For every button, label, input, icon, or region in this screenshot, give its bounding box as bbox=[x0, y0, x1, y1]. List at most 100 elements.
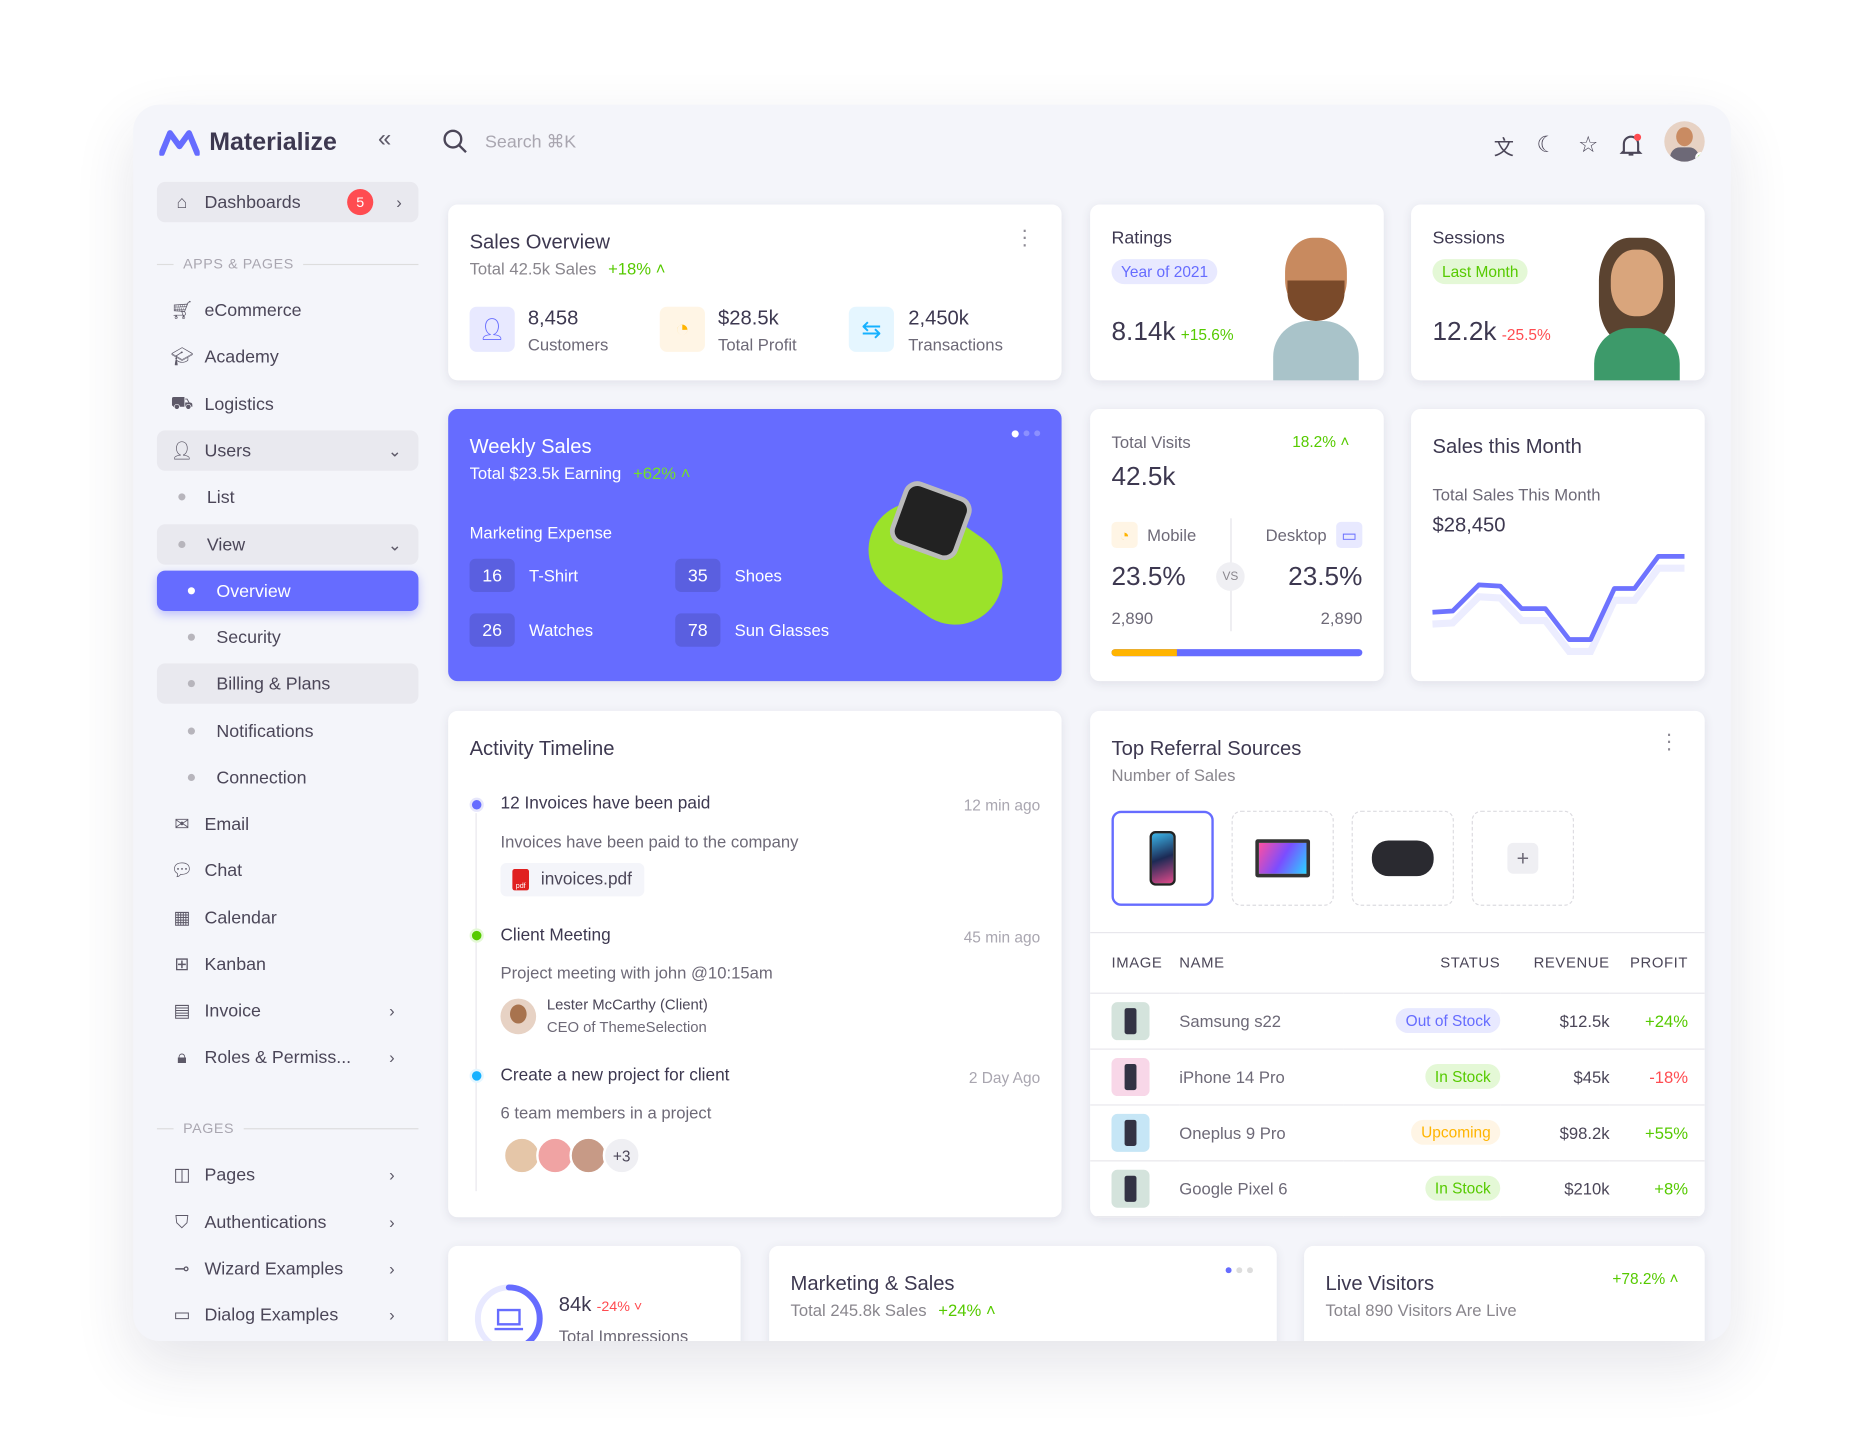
sidebar-item-label: Roles & Permiss... bbox=[204, 1046, 352, 1067]
pie-chart-icon: ◔ bbox=[659, 306, 705, 352]
sidebar-item-label: Overview bbox=[216, 580, 291, 601]
chevron-down-icon: ⌄ bbox=[387, 440, 402, 460]
more-options-icon[interactable]: · · · bbox=[1021, 217, 1029, 256]
user-avatar[interactable] bbox=[1664, 121, 1705, 162]
impressions-card: 84k -24% ˅ Total Impressions bbox=[448, 1245, 741, 1341]
chevron-right-icon: › bbox=[389, 1000, 395, 1020]
period-chip: Year of 2021 bbox=[1111, 259, 1218, 285]
logo[interactable]: Materialize bbox=[159, 128, 337, 157]
timeline-dot bbox=[469, 928, 484, 943]
home-icon: ⌂ bbox=[176, 191, 188, 213]
user-icon: 👤︎ bbox=[170, 441, 194, 462]
visits-progress-bar bbox=[1111, 649, 1363, 657]
sidebar-item-calendar[interactable]: ▦ Calendar bbox=[157, 898, 419, 938]
add-source-button[interactable]: + bbox=[1471, 810, 1574, 906]
status-badge: In Stock bbox=[1425, 1063, 1501, 1089]
sidebar: Materialize « ⌂ Dashboards 5 › APPS & PA… bbox=[145, 105, 421, 1341]
sidebar-item-label: Billing & Plans bbox=[216, 673, 331, 694]
sidebar-item-label: Wizard Examples bbox=[204, 1258, 344, 1279]
bullet-icon bbox=[187, 587, 195, 595]
bell-icon[interactable] bbox=[1617, 131, 1646, 160]
table-row[interactable]: Samsung s22 Out of Stock $12.5k +24% bbox=[1090, 992, 1705, 1050]
carousel-dots[interactable] bbox=[1225, 1267, 1253, 1274]
top-referral-sources-card: Top Referral Sources Number of Sales · · ·… bbox=[1090, 710, 1705, 1218]
translate-icon[interactable]: 文 bbox=[1493, 136, 1514, 159]
timeline-dot bbox=[469, 1068, 484, 1083]
sidebar-item-label: Kanban bbox=[204, 953, 266, 975]
team-avatars[interactable]: +3 bbox=[502, 1136, 641, 1175]
bullet-icon bbox=[178, 540, 186, 549]
section-apps-pages: APPS & PAGES bbox=[157, 256, 419, 273]
sidebar-item-ecommerce[interactable]: 🛒︎ eCommerce bbox=[157, 290, 419, 330]
sidebar-item-billing-plans[interactable]: Billing & Plans bbox=[156, 663, 419, 704]
sidebar-item-invoice[interactable]: ▤ Invoice › bbox=[157, 990, 419, 1030]
sidebar-item-notifications[interactable]: Notifications bbox=[157, 711, 419, 751]
sidebar-item-view[interactable]: View ⌄ bbox=[156, 524, 419, 565]
search-bar[interactable]: Search ⌘K bbox=[442, 128, 576, 154]
activity-timeline-card: Activity Timeline 12 Invoices have been … bbox=[448, 710, 1062, 1218]
table-row[interactable]: iPhone 14 Pro In Stock $45k -18% bbox=[1090, 1048, 1705, 1105]
avatar bbox=[500, 998, 537, 1035]
chevron-right-icon: › bbox=[389, 1258, 395, 1278]
sidebar-item-dashboards[interactable]: ⌂ Dashboards 5 › bbox=[156, 181, 419, 223]
sessions-card: Sessions Last Month 12.2k -25.5% bbox=[1411, 204, 1705, 381]
section-pages: PAGES bbox=[157, 1120, 419, 1137]
table-header-row: IMAGE NAME STATUS REVENUE PROFIT bbox=[1090, 933, 1705, 994]
ratings-card: Ratings Year of 2021 8.14k +15.6% bbox=[1090, 204, 1384, 381]
cart-icon: 🛒︎ bbox=[170, 300, 194, 321]
plus-icon: + bbox=[1507, 842, 1539, 874]
sidebar-item-label: Chat bbox=[204, 860, 243, 881]
sidebar-item-connection[interactable]: Connection bbox=[157, 757, 419, 797]
sidebar-item-roles-permiss[interactable]: 🔒︎ Roles & Permiss... › bbox=[157, 1037, 419, 1077]
carousel-dots[interactable] bbox=[1011, 430, 1041, 438]
change-indicator: +18% bbox=[608, 259, 652, 279]
sidebar-item-list[interactable]: List bbox=[157, 477, 419, 517]
sidebar-item-security[interactable]: Security bbox=[157, 617, 419, 657]
sidebar-item-label: Connection bbox=[216, 767, 307, 788]
star-icon[interactable]: ☆ bbox=[1578, 132, 1599, 158]
theme-moon-icon[interactable]: ☾ bbox=[1536, 132, 1557, 158]
tab-console[interactable] bbox=[1351, 810, 1454, 906]
bullet-icon bbox=[187, 727, 195, 735]
status-badge: Upcoming bbox=[1411, 1119, 1501, 1145]
product-image bbox=[1111, 1169, 1150, 1208]
sidebar-item-kanban[interactable]: ⊞ Kanban bbox=[157, 944, 419, 984]
more-options-icon[interactable]: · · · bbox=[1665, 721, 1673, 760]
bullet-icon bbox=[187, 679, 195, 688]
chevron-up-icon: ˄ bbox=[651, 259, 666, 279]
sidebar-item-pages[interactable]: ◫ Pages › bbox=[157, 1154, 419, 1194]
table-row[interactable]: Oneplus 9 Pro Upcoming $98.2k +55% bbox=[1090, 1104, 1705, 1161]
collapse-sidebar-icon[interactable]: « bbox=[378, 126, 392, 153]
chevron-up-icon: ˄ bbox=[1665, 1269, 1679, 1288]
sidebar-item-logistics[interactable]: ⛟ Logistics bbox=[157, 384, 419, 424]
customers-icon: 👤︎ bbox=[469, 306, 515, 352]
search-input[interactable]: Search ⌘K bbox=[485, 131, 577, 153]
dashboards-badge: 5 bbox=[347, 189, 374, 216]
sidebar-item-email[interactable]: ✉ Email bbox=[157, 804, 419, 844]
sidebar-item-users[interactable]: 👤︎ Users ⌄ bbox=[156, 430, 419, 471]
sidebar-item-academy[interactable]: 🎓︎ Academy bbox=[157, 336, 419, 376]
tab-desktop[interactable] bbox=[1231, 810, 1334, 906]
graduation-cap-icon: 🎓︎ bbox=[170, 347, 194, 368]
weekly-sales-card: Weekly Sales Total $23.5k Earning +62% ˄… bbox=[448, 408, 1062, 682]
table-row[interactable]: Google Pixel 6 In Stock $210k +8% bbox=[1090, 1160, 1705, 1217]
status-badge: In Stock bbox=[1425, 1175, 1501, 1201]
chevron-right-icon: › bbox=[389, 1047, 395, 1067]
sidebar-item-chat[interactable]: 💬︎ Chat bbox=[157, 850, 419, 890]
bullet-icon bbox=[178, 493, 186, 501]
bullet-icon bbox=[187, 773, 195, 782]
sidebar-item-dialog-examples[interactable]: ▭ Dialog Examples › bbox=[157, 1295, 419, 1335]
period-chip: Last Month bbox=[1432, 259, 1528, 285]
kanban-icon: ⊞ bbox=[174, 954, 190, 975]
chevron-down-icon: ⌄ bbox=[387, 534, 402, 554]
pdf-icon: pdf bbox=[512, 868, 530, 891]
sidebar-item-authentications[interactable]: ⛉ Authentications › bbox=[157, 1202, 419, 1242]
timeline-dot bbox=[469, 797, 484, 812]
sidebar-item-wizard-examples[interactable]: ⊸ Wizard Examples › bbox=[157, 1248, 419, 1288]
sidebar-item-label: Dialog Examples bbox=[204, 1304, 339, 1325]
materialize-logo-icon bbox=[159, 130, 200, 156]
sidebar-item-overview[interactable]: Overview bbox=[156, 570, 419, 612]
tab-mobile[interactable] bbox=[1111, 810, 1214, 906]
file-attachment[interactable]: pdf invoices.pdf bbox=[500, 863, 644, 897]
character-illustration bbox=[1589, 237, 1684, 381]
